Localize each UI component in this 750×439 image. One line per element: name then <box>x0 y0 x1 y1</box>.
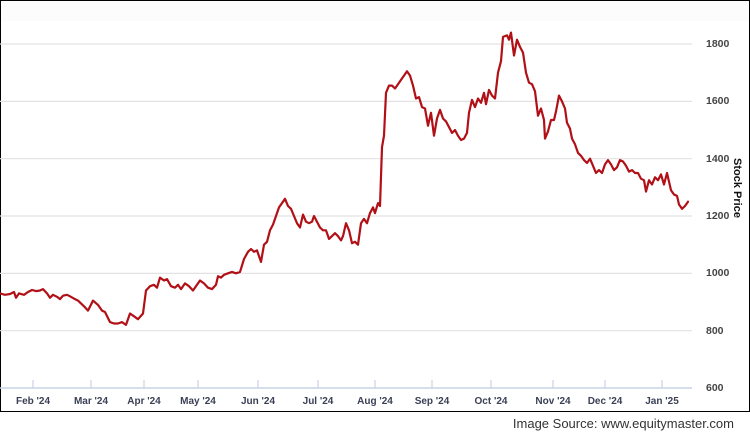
y-tick-label: 1000 <box>706 267 730 280</box>
x-tick-label: Nov '24 <box>535 396 571 407</box>
x-axis <box>32 380 663 388</box>
x-tick-label: Aug '24 <box>357 396 393 407</box>
y-tick-label: 1600 <box>706 95 730 108</box>
x-tick-label: Jul '24 <box>302 396 334 407</box>
x-tick-label: Dec '24 <box>587 396 623 407</box>
chart-frame <box>0 0 750 412</box>
y-tick-label: 800 <box>706 324 724 337</box>
stock-price-line <box>0 31 690 326</box>
x-tick-label: Mar '24 <box>73 396 109 407</box>
x-tick-label: Oct '24 <box>474 396 508 407</box>
y-tick-label: 1200 <box>706 210 730 222</box>
y-tick-label: 1800 <box>706 38 730 51</box>
x-tick-label: Apr '24 <box>127 396 161 407</box>
y-axis-label: Stock Price <box>731 158 743 218</box>
image-source-caption: Image Source: www.equitymaster.com <box>512 416 734 431</box>
x-tick-label: Sep '24 <box>414 396 450 407</box>
x-tick-label: Jan '25 <box>645 396 679 407</box>
y-tick-label: 600 <box>706 382 724 394</box>
x-tick-label: Jun '24 <box>240 396 276 407</box>
gridlines <box>0 43 692 389</box>
y-tick-label: 1400 <box>706 152 730 165</box>
x-tick-label: May '24 <box>180 396 216 407</box>
x-tick-label: Feb '24 <box>15 396 51 407</box>
chart-top-band <box>1 1 749 21</box>
